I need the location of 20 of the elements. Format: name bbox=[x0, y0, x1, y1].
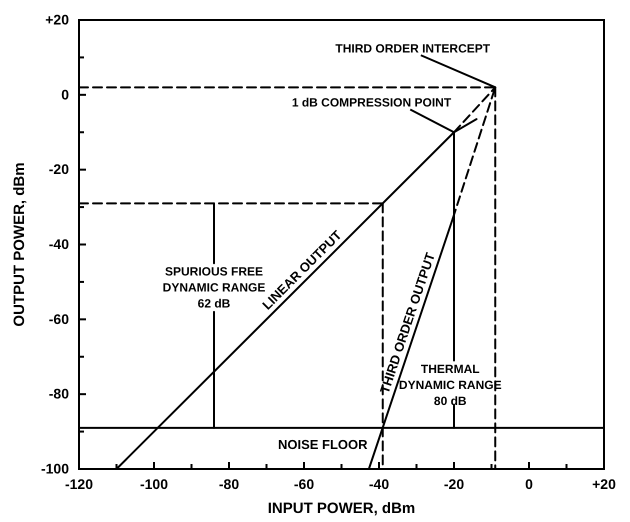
y-tick-label: -100 bbox=[40, 460, 70, 476]
y-axis-title: OUTPUT POWER, dBm bbox=[11, 162, 28, 327]
ref-line-label: NOISE FLOOR bbox=[278, 436, 368, 452]
x-tick-label: +20 bbox=[592, 476, 616, 492]
x-tick-label: -20 bbox=[444, 476, 464, 492]
annotation: 1 dB COMPRESSION POINT bbox=[292, 96, 452, 110]
annotation: THIRD ORDER INTERCEPT bbox=[335, 41, 491, 56]
y-tick-label: +20 bbox=[45, 11, 70, 28]
x-tick-label: -80 bbox=[218, 476, 240, 492]
y-tick-label: -60 bbox=[48, 310, 70, 327]
y-tick-label: -80 bbox=[48, 386, 70, 402]
x-tick-label: 0 bbox=[525, 476, 534, 492]
x-axis-title: INPUT POWER, dBm bbox=[268, 500, 416, 517]
x-tick-label: -40 bbox=[368, 476, 390, 492]
x-tick-label: -120 bbox=[64, 476, 94, 492]
y-tick-label: -40 bbox=[48, 236, 70, 252]
x-tick-label: -100 bbox=[140, 476, 168, 492]
y-tick-label: -20 bbox=[48, 161, 70, 178]
x-tick-label: -60 bbox=[294, 476, 314, 492]
y-tick-label: 0 bbox=[61, 86, 70, 102]
